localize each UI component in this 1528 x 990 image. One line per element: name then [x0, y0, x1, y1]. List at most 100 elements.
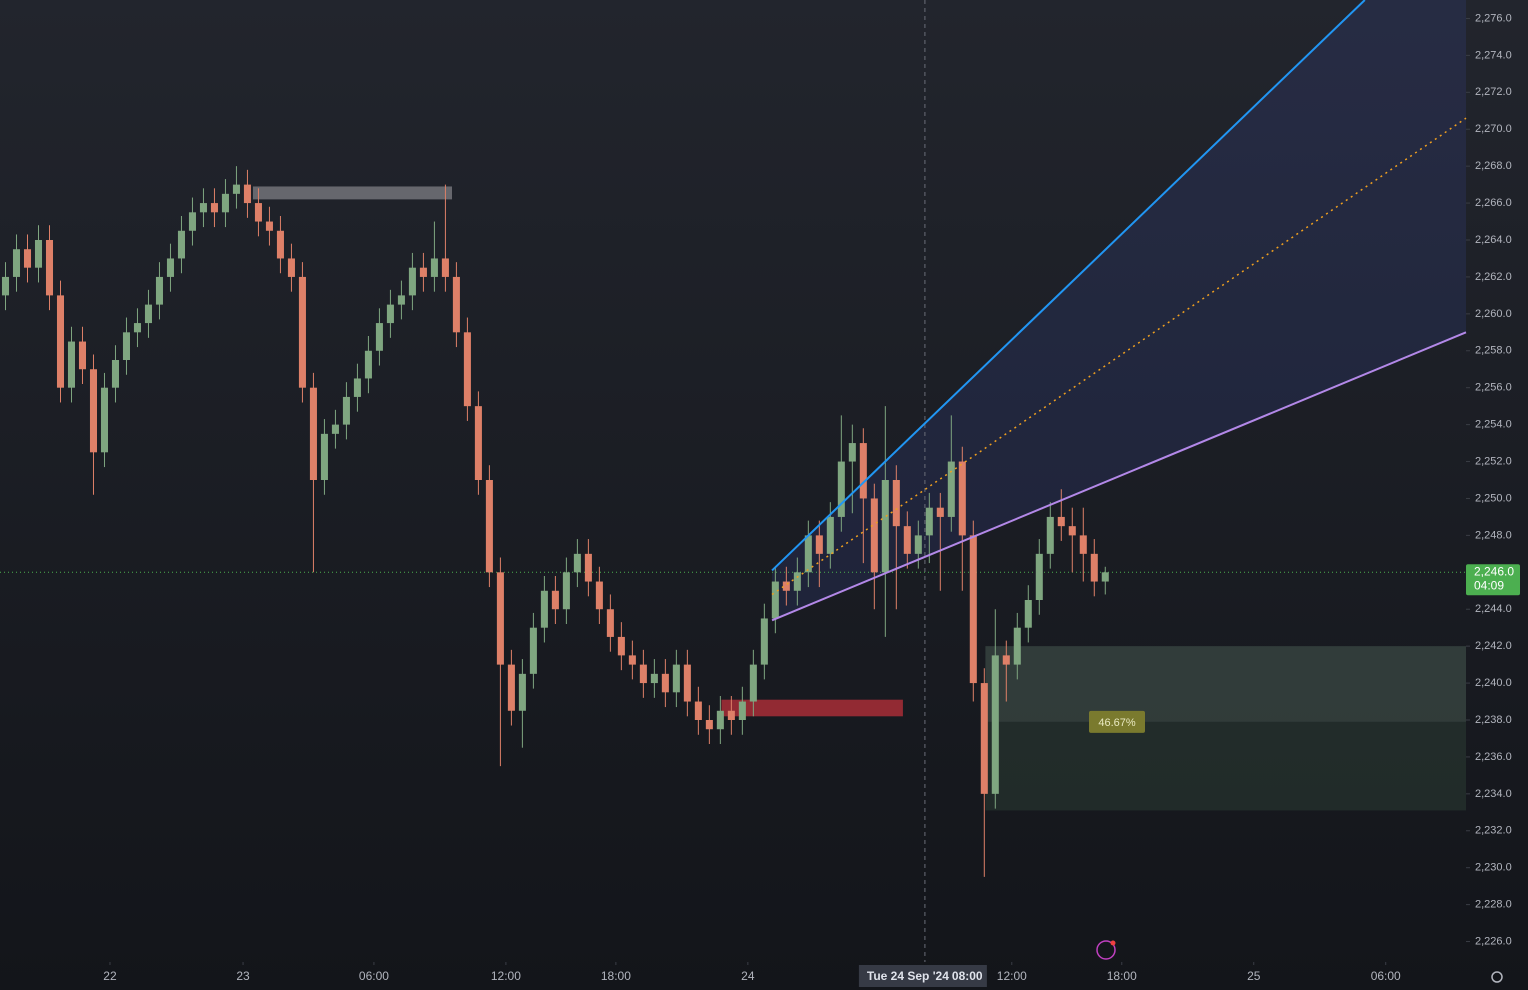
candle-body [188, 212, 196, 231]
candle-body [474, 406, 482, 480]
y-tick-label: 2,242.0 [1475, 640, 1512, 652]
candle-body [331, 424, 339, 434]
candle-body [859, 443, 867, 499]
candle-body [914, 535, 922, 554]
candle-body [1013, 627, 1021, 665]
x-tick-label: 06:00 [1371, 969, 1401, 983]
candle-body [397, 295, 405, 305]
candle-body [45, 240, 54, 296]
y-tick-label: 2,274.0 [1475, 49, 1512, 61]
candle-body [1046, 516, 1054, 554]
x-tick-label: 12:00 [997, 969, 1027, 983]
candle-body [1002, 655, 1010, 665]
candle-body [1090, 553, 1098, 582]
candle-body [199, 203, 207, 213]
y-tick-label: 2,250.0 [1475, 492, 1512, 504]
candle-body [760, 618, 768, 665]
candle-body [903, 526, 911, 554]
y-tick-label: 2,254.0 [1475, 419, 1512, 431]
crosshair-time: 08:00 [952, 969, 983, 983]
candle-body [749, 664, 757, 702]
y-tick-label: 2,236.0 [1475, 751, 1512, 763]
candle-body [342, 396, 350, 425]
candle-body [980, 683, 988, 794]
candle-body [1, 276, 10, 296]
y-tick-label: 2,266.0 [1475, 197, 1512, 209]
candle-body [870, 498, 878, 573]
candle-body [892, 480, 900, 527]
y-tick-label: 2,258.0 [1475, 345, 1512, 357]
candle-body [804, 535, 812, 573]
candle-body [969, 535, 977, 684]
candle-body [23, 249, 32, 268]
candle-body [320, 433, 328, 480]
y-tick-label: 2,240.0 [1475, 677, 1512, 689]
candle-body [793, 572, 801, 591]
candle-body [936, 507, 944, 517]
y-tick-label: 2,238.0 [1475, 714, 1512, 726]
candle-body [155, 276, 163, 305]
candle-body [441, 258, 449, 277]
y-tick-label: 2,234.0 [1475, 788, 1512, 800]
candle-body [1079, 535, 1087, 554]
candle-body [485, 480, 493, 573]
candle-body [1068, 526, 1076, 536]
candle-body [672, 664, 680, 693]
candle-body [67, 341, 76, 388]
candle-body [309, 387, 317, 480]
y-tick-label: 2,248.0 [1475, 529, 1512, 541]
candle-body [254, 203, 262, 222]
candle-body [716, 710, 724, 730]
candle-body [694, 701, 702, 720]
candle-body [683, 664, 691, 702]
candle-body [925, 507, 933, 536]
candle-body [617, 636, 625, 656]
candle-body [364, 350, 372, 379]
candle-body [705, 720, 713, 730]
candle-body [815, 535, 823, 554]
candle-body [177, 230, 185, 259]
candle-body [210, 203, 218, 213]
candle-body [991, 655, 999, 794]
candle-body [419, 267, 427, 277]
y-tick-label: 2,230.0 [1475, 862, 1512, 874]
y-tick-label: 2,270.0 [1475, 123, 1512, 135]
candle-body [12, 249, 21, 277]
candle-body [166, 258, 174, 277]
fan-line [771, 117, 1467, 596]
crosshair-date: Tue 24 Sep '24 [867, 969, 949, 983]
candle-body [947, 461, 955, 517]
fan-line [771, 0, 1366, 572]
x-tick-label: 25 [1247, 969, 1261, 983]
zone [721, 699, 903, 717]
candle-body [408, 267, 416, 296]
candle-body [848, 443, 856, 462]
candle-body [243, 184, 251, 204]
candle-body [562, 572, 570, 610]
y-tick-label: 2,256.0 [1475, 382, 1512, 394]
x-tick-label: 12:00 [491, 969, 521, 983]
candle-body [782, 581, 790, 591]
y-tick-label: 2,232.0 [1475, 825, 1512, 837]
countdown: 04:09 [1474, 578, 1504, 592]
settings-icon [1491, 971, 1503, 983]
alert-dot [1110, 940, 1116, 946]
candle-body [496, 572, 504, 665]
candle-body [287, 258, 295, 277]
y-tick-label: 2,268.0 [1475, 160, 1512, 172]
candle-body [34, 240, 43, 268]
candle-body [639, 664, 647, 684]
y-tick-label: 2,252.0 [1475, 455, 1512, 467]
candle-body [56, 295, 65, 388]
candle-body [540, 590, 548, 628]
candle-body [221, 193, 229, 213]
candle-body [881, 480, 889, 573]
candle-body [826, 516, 834, 554]
candle-body [529, 627, 537, 674]
candle-body [771, 581, 779, 619]
candle-body [595, 581, 603, 610]
fan-line [771, 331, 1467, 622]
